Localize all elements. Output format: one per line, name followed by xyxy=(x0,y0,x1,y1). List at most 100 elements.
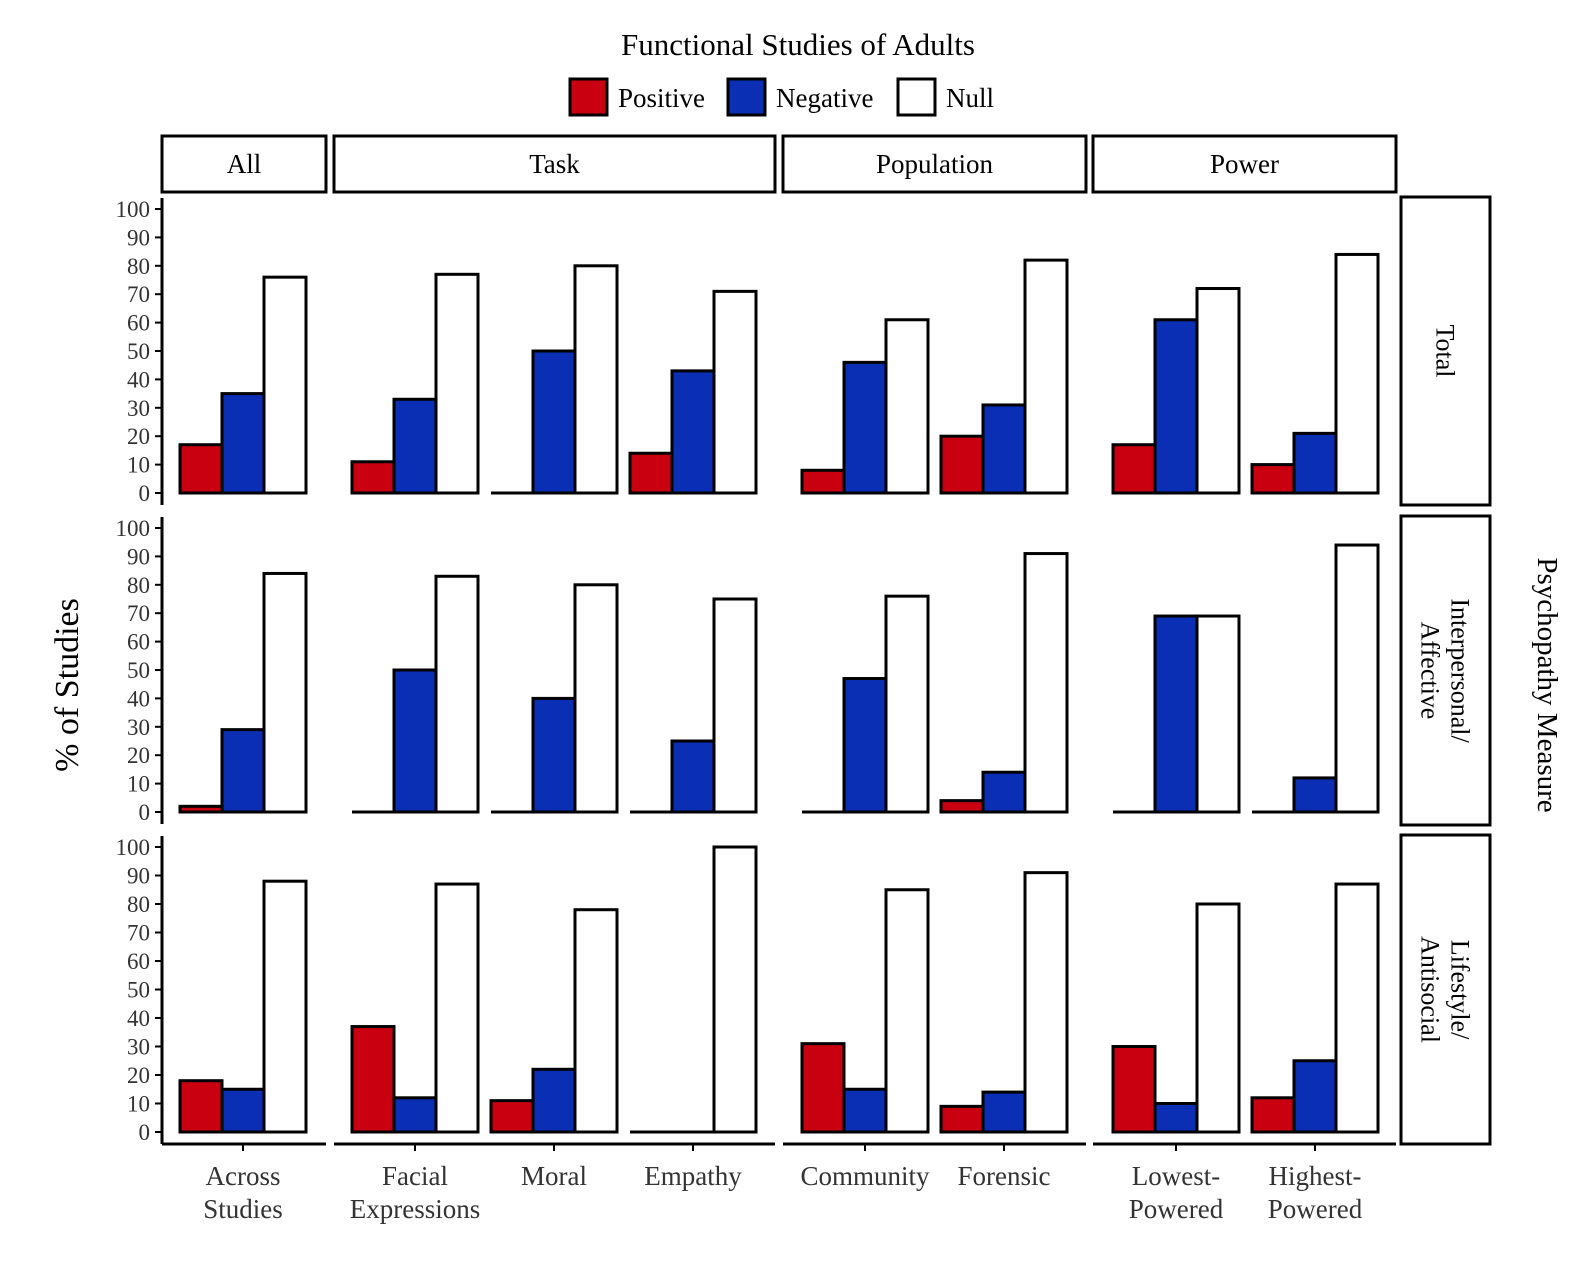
group-strip-population xyxy=(781,134,1088,194)
x-tick-label: Studies xyxy=(203,1194,283,1224)
bar-null xyxy=(1195,902,1241,1134)
y-tick-label: 100 xyxy=(116,197,151,222)
bar-null xyxy=(262,879,308,1134)
row-strip-label: Antisocial xyxy=(1416,936,1445,1043)
y-tick-label: 70 xyxy=(127,601,150,626)
y-tick-label: 50 xyxy=(127,658,150,683)
bar-positive xyxy=(1250,1096,1296,1134)
y-tick-label: 60 xyxy=(127,949,150,974)
bar-positive xyxy=(350,1025,396,1134)
y-tick-label: 50 xyxy=(127,339,150,364)
bar-positive xyxy=(939,799,985,814)
bar-null xyxy=(573,908,619,1134)
bar-null xyxy=(434,272,480,495)
group-strip-power xyxy=(1091,134,1398,194)
y-tick-label: 90 xyxy=(127,544,150,569)
group-strips: All Task Population Power xyxy=(160,134,1398,194)
y-tick-label: 10 xyxy=(127,1092,150,1117)
row-strip-label: Total xyxy=(1431,324,1460,377)
group-strip-label: Power xyxy=(1210,149,1279,179)
y-tick-label: 70 xyxy=(127,921,150,946)
bar-positive xyxy=(178,443,224,495)
y-tick-label: 30 xyxy=(127,715,150,740)
row-strip-label: Affective xyxy=(1416,622,1445,720)
bar-negative xyxy=(1153,318,1199,495)
legend-label-null: Null xyxy=(946,83,994,113)
bar-null xyxy=(1023,552,1069,814)
bar-negative xyxy=(981,770,1027,814)
legend: Positive Negative Null xyxy=(568,77,994,117)
bar-null xyxy=(434,882,480,1134)
group-strip-label: Task xyxy=(529,149,580,179)
row-strip xyxy=(1399,195,1492,507)
y-tick-label: 0 xyxy=(139,1120,151,1145)
row-strip xyxy=(1399,833,1492,1146)
bar-positive xyxy=(350,460,396,495)
y-tick-label: 80 xyxy=(127,254,150,279)
bar-negative xyxy=(670,739,716,814)
bar-null xyxy=(884,594,930,814)
bar-null xyxy=(712,289,758,495)
bar-null xyxy=(884,888,930,1134)
row-strip xyxy=(1399,514,1492,827)
y-tick-label: 60 xyxy=(127,311,150,336)
bar-negative xyxy=(1292,776,1338,814)
bar-negative xyxy=(842,360,888,495)
bar-null xyxy=(573,583,619,814)
bar-negative xyxy=(220,1087,266,1134)
x-tick-label: Community xyxy=(800,1161,930,1191)
y-tick-label: 20 xyxy=(127,424,150,449)
legend-swatch-positive xyxy=(568,77,609,117)
bar-negative xyxy=(981,403,1027,495)
x-tick-label: Powered xyxy=(1129,1194,1224,1224)
bar-negative xyxy=(531,1067,577,1134)
group-strip-task xyxy=(332,134,777,194)
legend-label-positive: Positive xyxy=(618,83,705,113)
y-tick-label: 100 xyxy=(116,516,151,541)
bar-negative xyxy=(1292,431,1338,495)
x-tick-label: Forensic xyxy=(958,1161,1051,1191)
y-tick-label: 90 xyxy=(127,864,150,889)
bar-positive xyxy=(800,1042,846,1134)
row-strips: Total Interpersonal/Affective Lifestyle/An… xyxy=(1399,195,1492,1146)
bar-null xyxy=(1023,258,1069,495)
group-strip-label: All xyxy=(227,149,262,179)
y-tick-label: 40 xyxy=(127,1006,150,1031)
x-tick-label: Highest- xyxy=(1269,1161,1362,1191)
bar-null xyxy=(262,275,308,495)
bar-positive xyxy=(1111,1045,1157,1134)
y-tick-label: 70 xyxy=(127,282,150,307)
legend-label-negative: Negative xyxy=(776,83,873,113)
x-tick-label: Powered xyxy=(1268,1194,1363,1224)
bar-positive xyxy=(800,468,846,495)
bar-null xyxy=(1334,882,1380,1134)
bar-positive xyxy=(489,1099,535,1134)
bar-null xyxy=(434,574,480,814)
x-tick-label: Expressions xyxy=(350,1194,481,1224)
bar-positive xyxy=(628,451,674,495)
y-tick-label: 40 xyxy=(127,686,150,711)
bar-negative xyxy=(392,397,438,495)
bar-positive xyxy=(939,1104,985,1134)
bar-negative xyxy=(842,677,888,814)
bar-null xyxy=(1334,543,1380,814)
bar-negative xyxy=(670,369,716,495)
bar-negative xyxy=(531,349,577,495)
y-tick-label: 20 xyxy=(127,1063,150,1088)
x-tick-label: Moral xyxy=(521,1161,587,1191)
y-tick-label: 60 xyxy=(127,630,150,655)
bar-negative xyxy=(1153,614,1199,814)
bar-positive xyxy=(178,804,224,814)
bar-negative xyxy=(1292,1059,1338,1134)
bar-null xyxy=(1195,287,1241,495)
y-tick-label: 80 xyxy=(127,892,150,917)
bar-positive xyxy=(939,434,985,495)
bar-negative xyxy=(981,1090,1027,1134)
y-axis-title: % of Studies xyxy=(49,598,86,772)
y-tick-label: 80 xyxy=(127,573,150,598)
legend-swatch-negative xyxy=(726,77,767,117)
bar-negative xyxy=(531,696,577,814)
x-tick-label: Across xyxy=(206,1161,281,1191)
